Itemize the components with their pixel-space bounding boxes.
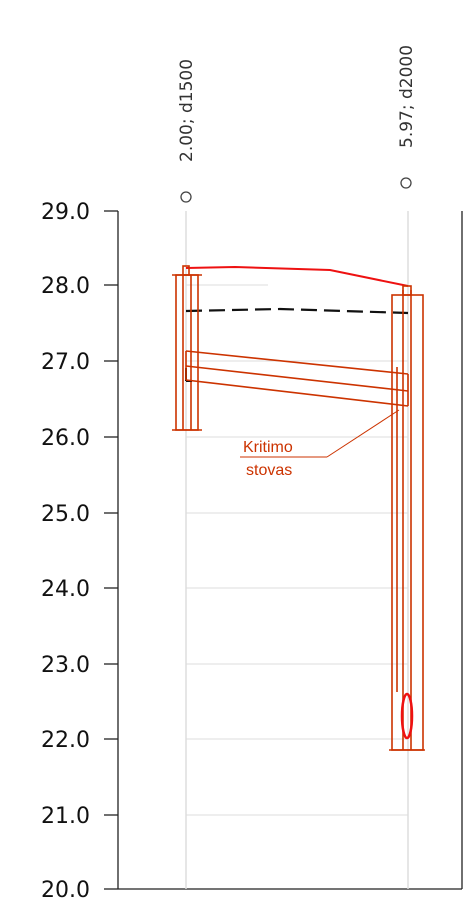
- well-marker-2: [400, 177, 412, 189]
- tick-label: 27.0: [41, 350, 90, 375]
- annotation-leader-line: [326, 409, 400, 458]
- annotation-line-2: stovas: [246, 462, 292, 479]
- band-upper-line: [185, 350, 409, 375]
- band-lower-line: [185, 379, 409, 407]
- well-headers: 2.00; d1500 5.97; d2000: [177, 45, 417, 203]
- well-marker-1: [180, 191, 192, 203]
- well-2-stickup: [402, 285, 412, 296]
- well-1-casing: [172, 265, 202, 431]
- annotation-line-1: Kritimo: [243, 439, 293, 456]
- well-guides: [185, 211, 409, 889]
- axes: [117, 211, 463, 890]
- tick-label: 25.0: [41, 502, 90, 527]
- tick-label: 23.0: [41, 653, 90, 678]
- water-level-line: [185, 307, 409, 315]
- tick-label: 28.0: [41, 274, 90, 299]
- tick-label: 24.0: [41, 577, 90, 602]
- ground-surface-line: [185, 265, 409, 287]
- well-label-2: 5.97; d2000: [397, 45, 417, 148]
- annotation-critical-level: Kritimo stovas: [240, 409, 400, 479]
- grid-lines: [186, 284, 408, 816]
- well-label-1: 2.00; d1500: [177, 59, 197, 162]
- tick-label: 22.0: [41, 728, 90, 753]
- tick-label: 20.0: [41, 878, 90, 900]
- tick-label: 29.0: [41, 200, 90, 225]
- tick-label: 26.0: [41, 426, 90, 451]
- well-2-casing: [389, 285, 425, 751]
- band-middle-line: [185, 365, 409, 392]
- well-2-screen-ellipse: [400, 692, 414, 740]
- well-1-stickup: [182, 265, 190, 276]
- y-axis-ticks: 29.0 28.0 27.0 26.0 25.0 24.0 23.0 22.0 …: [41, 200, 118, 900]
- tick-label: 21.0: [41, 804, 90, 829]
- critical-layer-band: [185, 350, 409, 407]
